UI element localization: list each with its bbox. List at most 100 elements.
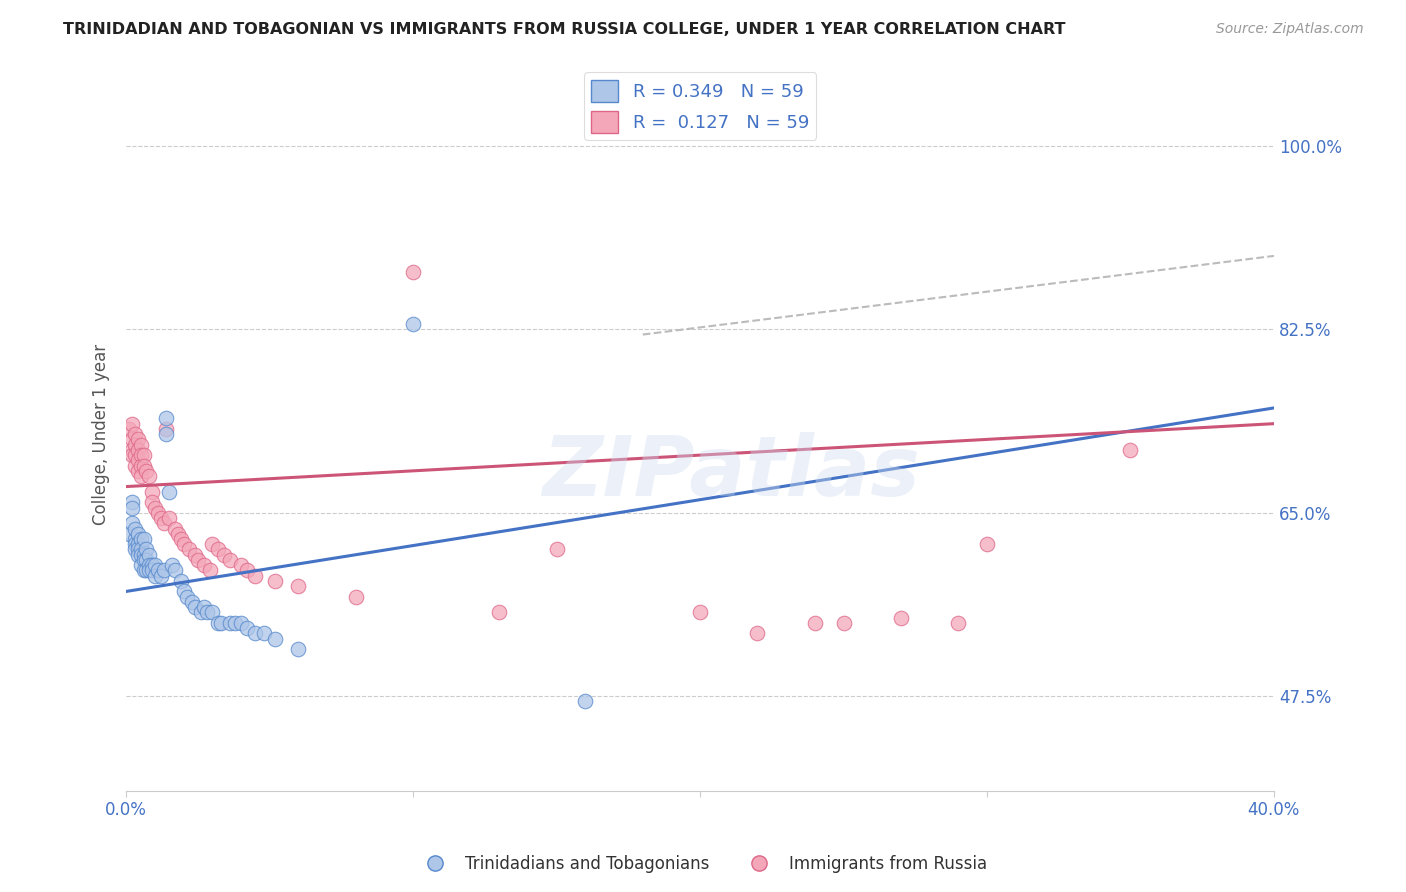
Point bbox=[287, 579, 309, 593]
Point bbox=[1119, 442, 1142, 457]
Point bbox=[135, 564, 157, 578]
Point bbox=[121, 448, 143, 462]
Point bbox=[201, 606, 224, 620]
Point bbox=[157, 484, 180, 499]
Point bbox=[129, 542, 152, 557]
Point bbox=[132, 458, 155, 473]
Point bbox=[127, 433, 149, 447]
Point bbox=[212, 548, 235, 562]
Point bbox=[574, 694, 596, 708]
Point bbox=[135, 553, 157, 567]
Point bbox=[187, 553, 209, 567]
Point bbox=[118, 422, 141, 436]
Legend: Trinidadians and Tobagonians, Immigrants from Russia: Trinidadians and Tobagonians, Immigrants… bbox=[412, 848, 994, 880]
Point bbox=[127, 542, 149, 557]
Point bbox=[152, 516, 174, 531]
Point bbox=[193, 558, 215, 573]
Point bbox=[121, 500, 143, 515]
Point bbox=[201, 537, 224, 551]
Legend: R = 0.349   N = 59, R =  0.127   N = 59: R = 0.349 N = 59, R = 0.127 N = 59 bbox=[583, 72, 817, 140]
Point bbox=[890, 610, 912, 624]
Text: ZIPatlas: ZIPatlas bbox=[543, 433, 920, 513]
Point bbox=[138, 564, 160, 578]
Point bbox=[127, 548, 149, 562]
Point bbox=[143, 558, 166, 573]
Point bbox=[129, 558, 152, 573]
Point bbox=[236, 621, 259, 635]
Point bbox=[121, 495, 143, 509]
Point bbox=[236, 564, 259, 578]
Point bbox=[138, 548, 160, 562]
Point bbox=[344, 590, 367, 604]
Point bbox=[135, 542, 157, 557]
Point bbox=[124, 437, 146, 451]
Point bbox=[207, 542, 229, 557]
Point bbox=[155, 422, 177, 436]
Point bbox=[121, 516, 143, 531]
Point bbox=[181, 595, 204, 609]
Point bbox=[138, 469, 160, 483]
Point bbox=[218, 615, 240, 630]
Point bbox=[689, 606, 711, 620]
Point bbox=[218, 553, 240, 567]
Point bbox=[209, 615, 232, 630]
Point bbox=[190, 606, 212, 620]
Point bbox=[129, 458, 152, 473]
Point bbox=[149, 568, 172, 582]
Point bbox=[253, 626, 276, 640]
Point bbox=[121, 433, 143, 447]
Point bbox=[173, 537, 195, 551]
Point bbox=[149, 511, 172, 525]
Point bbox=[152, 564, 174, 578]
Point bbox=[155, 427, 177, 442]
Point bbox=[264, 632, 287, 646]
Point bbox=[135, 464, 157, 478]
Text: Source: ZipAtlas.com: Source: ZipAtlas.com bbox=[1216, 22, 1364, 37]
Point bbox=[176, 590, 198, 604]
Point bbox=[129, 548, 152, 562]
Point bbox=[195, 606, 218, 620]
Point bbox=[127, 526, 149, 541]
Point bbox=[184, 600, 207, 615]
Point bbox=[127, 442, 149, 457]
Point bbox=[132, 532, 155, 546]
Point bbox=[121, 442, 143, 457]
Point bbox=[124, 521, 146, 535]
Point bbox=[976, 537, 998, 551]
Point bbox=[127, 453, 149, 467]
Point bbox=[402, 265, 425, 279]
Point bbox=[165, 564, 187, 578]
Point bbox=[546, 542, 568, 557]
Point bbox=[179, 542, 201, 557]
Point bbox=[143, 500, 166, 515]
Point bbox=[832, 615, 855, 630]
Point bbox=[948, 615, 970, 630]
Point bbox=[155, 411, 177, 425]
Point bbox=[141, 484, 163, 499]
Point bbox=[229, 558, 252, 573]
Point bbox=[245, 626, 267, 640]
Point bbox=[245, 568, 267, 582]
Point bbox=[132, 553, 155, 567]
Point bbox=[198, 564, 221, 578]
Point bbox=[160, 558, 183, 573]
Point bbox=[747, 626, 769, 640]
Point bbox=[146, 564, 169, 578]
Point bbox=[132, 548, 155, 562]
Point bbox=[124, 448, 146, 462]
Point bbox=[167, 526, 190, 541]
Point bbox=[173, 584, 195, 599]
Point bbox=[124, 542, 146, 557]
Point bbox=[193, 600, 215, 615]
Point bbox=[229, 615, 252, 630]
Point bbox=[143, 568, 166, 582]
Point bbox=[132, 564, 155, 578]
Point bbox=[264, 574, 287, 588]
Point bbox=[124, 427, 146, 442]
Point bbox=[129, 469, 152, 483]
Text: TRINIDADIAN AND TOBAGONIAN VS IMMIGRANTS FROM RUSSIA COLLEGE, UNDER 1 YEAR CORRE: TRINIDADIAN AND TOBAGONIAN VS IMMIGRANTS… bbox=[63, 22, 1066, 37]
Point bbox=[207, 615, 229, 630]
Point bbox=[402, 317, 425, 331]
Point bbox=[129, 448, 152, 462]
Point bbox=[138, 558, 160, 573]
